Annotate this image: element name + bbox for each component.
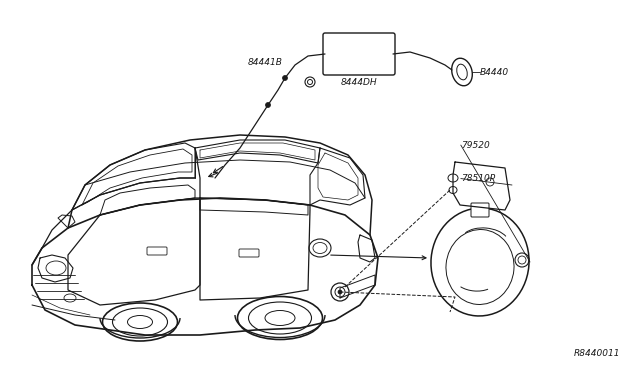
- Ellipse shape: [282, 76, 287, 80]
- FancyBboxPatch shape: [323, 33, 395, 75]
- FancyBboxPatch shape: [471, 203, 489, 217]
- FancyBboxPatch shape: [147, 247, 167, 255]
- Text: 8444DH: 8444DH: [340, 78, 378, 87]
- Text: R8440011: R8440011: [573, 349, 620, 358]
- Ellipse shape: [338, 290, 342, 294]
- Text: 84441B: 84441B: [248, 58, 283, 67]
- Text: 79520: 79520: [461, 141, 490, 150]
- Text: B4440: B4440: [480, 67, 509, 77]
- Ellipse shape: [266, 103, 271, 108]
- FancyBboxPatch shape: [239, 249, 259, 257]
- Text: 78510P: 78510P: [461, 174, 495, 183]
